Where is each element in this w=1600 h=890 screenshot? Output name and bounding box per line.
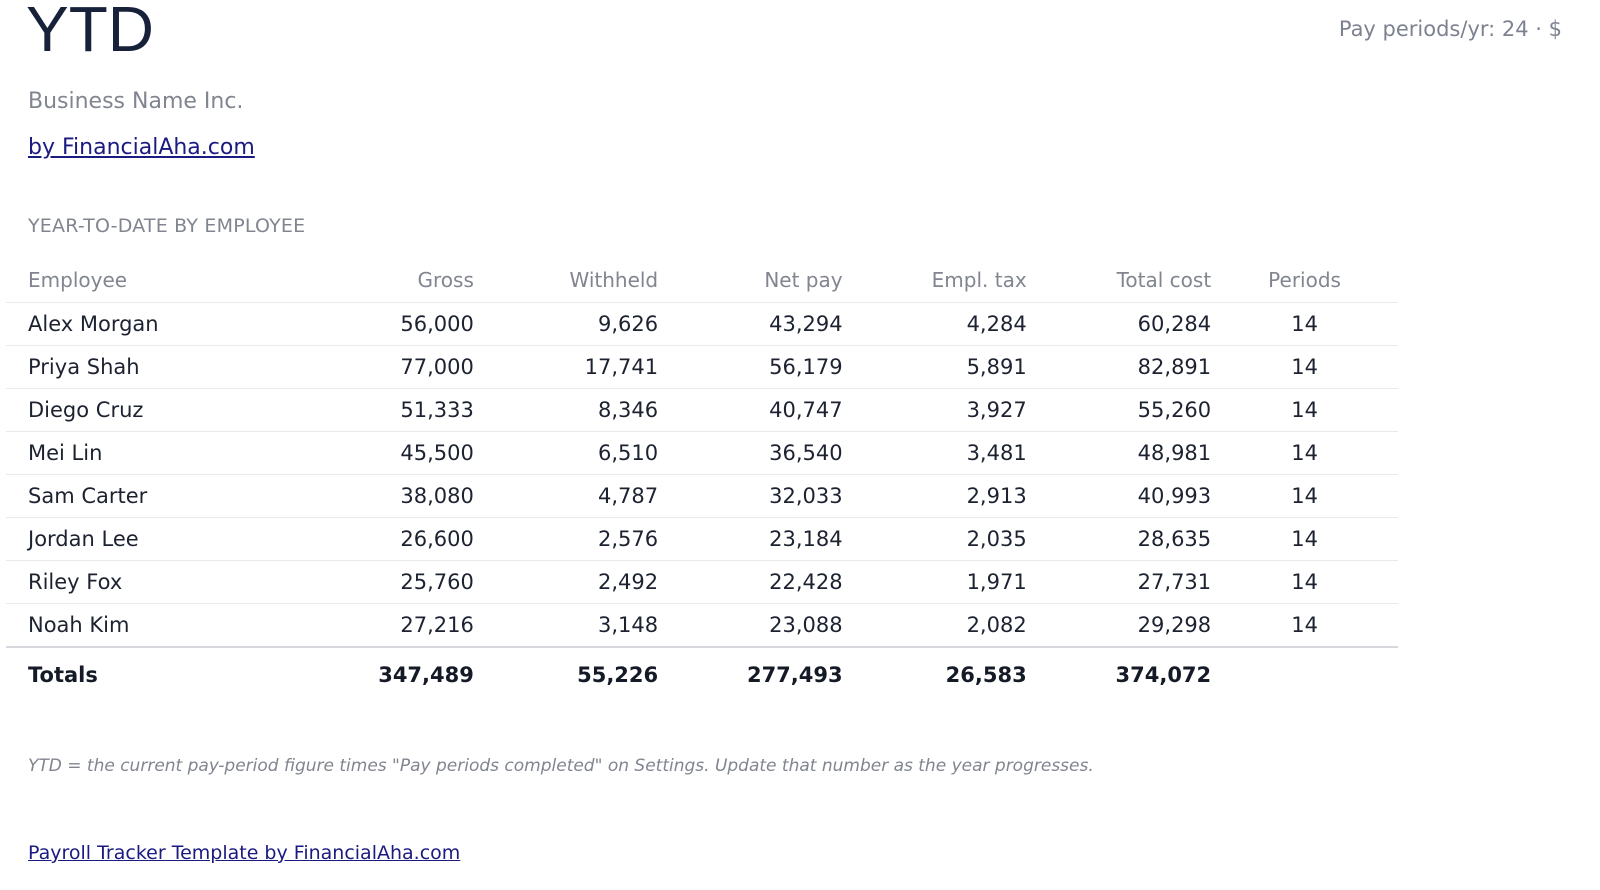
table-row: Alex Morgan 56,000 9,626 43,294 4,284 60… (6, 302, 1398, 346)
cell-net-pay: 22,428 (658, 560, 843, 604)
cell-periods: 14 (1211, 474, 1398, 518)
cell-withheld: 2,576 (473, 517, 659, 561)
col-empl-tax: Empl. tax (842, 258, 1027, 303)
cell-periods: 14 (1211, 517, 1398, 561)
cell-gross: 51,333 (281, 388, 474, 432)
header-row: Employee Gross Withheld Net pay Empl. ta… (6, 258, 1398, 303)
col-net-pay: Net pay (658, 258, 843, 303)
table-row: Noah Kim 27,216 3,148 23,088 2,082 29,29… (6, 603, 1398, 648)
cell-gross: 38,080 (281, 474, 474, 518)
cell-periods: 14 (1211, 603, 1398, 648)
business-name: Business Name Inc. (28, 89, 244, 114)
cell-empl-tax: 3,927 (842, 388, 1027, 432)
col-periods: Periods (1211, 258, 1398, 303)
cell-withheld: 9,626 (473, 302, 659, 346)
cell-empl-tax: 1,971 (842, 560, 1027, 604)
cell-gross: 25,760 (281, 560, 474, 604)
cell-withheld: 6,510 (473, 431, 659, 475)
col-total-cost: Total cost (1026, 258, 1212, 303)
table-row: Priya Shah 77,000 17,741 56,179 5,891 82… (6, 345, 1398, 389)
cell-employee: Priya Shah (6, 345, 282, 389)
table-row: Jordan Lee 26,600 2,576 23,184 2,035 28,… (6, 517, 1398, 561)
table-body: Alex Morgan 56,000 9,626 43,294 4,284 60… (6, 302, 1398, 700)
ytd-table: Employee Gross Withheld Net pay Empl. ta… (6, 258, 1398, 700)
page-title: YTD (26, 0, 154, 65)
section-label: YEAR-TO-DATE BY EMPLOYEE (28, 215, 306, 237)
cell-employee: Sam Carter (6, 474, 282, 518)
col-withheld: Withheld (473, 258, 659, 303)
ytd-note: YTD = the current pay-period figure time… (28, 756, 1094, 776)
cell-empl-tax: 5,891 (842, 345, 1027, 389)
byline-link[interactable]: by FinancialAha.com (28, 135, 255, 160)
table-row: Mei Lin 45,500 6,510 36,540 3,481 48,981… (6, 431, 1398, 475)
cell-periods: 14 (1211, 345, 1398, 389)
cell-total-cost: 29,298 (1026, 603, 1212, 648)
cell-withheld: 3,148 (473, 603, 659, 648)
cell-gross: 26,600 (281, 517, 474, 561)
cell-total-cost: 40,993 (1026, 474, 1212, 518)
cell-empl-tax: 2,082 (842, 603, 1027, 648)
cell-withheld: 8,346 (473, 388, 659, 432)
cell-net-pay: 32,033 (658, 474, 843, 518)
table-header: Employee Gross Withheld Net pay Empl. ta… (6, 258, 1398, 303)
cell-total-cost: 60,284 (1026, 302, 1212, 346)
col-gross: Gross (281, 258, 474, 303)
total-periods (1211, 646, 1398, 700)
cell-employee: Riley Fox (6, 560, 282, 604)
cell-total-cost: 82,891 (1026, 345, 1212, 389)
cell-empl-tax: 2,035 (842, 517, 1027, 561)
cell-employee: Diego Cruz (6, 388, 282, 432)
cell-withheld: 2,492 (473, 560, 659, 604)
cell-periods: 14 (1211, 388, 1398, 432)
cell-net-pay: 36,540 (658, 431, 843, 475)
cell-net-pay: 43,294 (658, 302, 843, 346)
totals-label: Totals (6, 646, 282, 700)
cell-periods: 14 (1211, 302, 1398, 346)
cell-empl-tax: 4,284 (842, 302, 1027, 346)
cell-net-pay: 56,179 (658, 345, 843, 389)
cell-periods: 14 (1211, 431, 1398, 475)
totals-row: Totals 347,489 55,226 277,493 26,583 374… (6, 646, 1398, 700)
cell-employee: Noah Kim (6, 603, 282, 648)
cell-total-cost: 48,981 (1026, 431, 1212, 475)
cell-gross: 77,000 (281, 345, 474, 389)
cell-employee: Jordan Lee (6, 517, 282, 561)
footer-link[interactable]: Payroll Tracker Template by FinancialAha… (28, 842, 461, 864)
cell-total-cost: 28,635 (1026, 517, 1212, 561)
total-gross: 347,489 (281, 646, 474, 700)
table-row: Diego Cruz 51,333 8,346 40,747 3,927 55,… (6, 388, 1398, 432)
cell-empl-tax: 2,913 (842, 474, 1027, 518)
total-net-pay: 277,493 (658, 646, 843, 700)
total-withheld: 55,226 (473, 646, 659, 700)
cell-empl-tax: 3,481 (842, 431, 1027, 475)
total-empl-tax: 26,583 (842, 646, 1027, 700)
cell-withheld: 4,787 (473, 474, 659, 518)
cell-withheld: 17,741 (473, 345, 659, 389)
cell-gross: 56,000 (281, 302, 474, 346)
cell-gross: 45,500 (281, 431, 474, 475)
cell-total-cost: 55,260 (1026, 388, 1212, 432)
cell-employee: Alex Morgan (6, 302, 282, 346)
col-employee: Employee (6, 258, 282, 303)
cell-net-pay: 40,747 (658, 388, 843, 432)
cell-total-cost: 27,731 (1026, 560, 1212, 604)
table-row: Sam Carter 38,080 4,787 32,033 2,913 40,… (6, 474, 1398, 518)
cell-periods: 14 (1211, 560, 1398, 604)
cell-gross: 27,216 (281, 603, 474, 648)
cell-employee: Mei Lin (6, 431, 282, 475)
pay-periods-meta: Pay periods/yr: 24 · $ (1338, 17, 1562, 41)
table-row: Riley Fox 25,760 2,492 22,428 1,971 27,7… (6, 560, 1398, 604)
total-total-cost: 374,072 (1026, 646, 1212, 700)
cell-net-pay: 23,184 (658, 517, 843, 561)
cell-net-pay: 23,088 (658, 603, 843, 648)
